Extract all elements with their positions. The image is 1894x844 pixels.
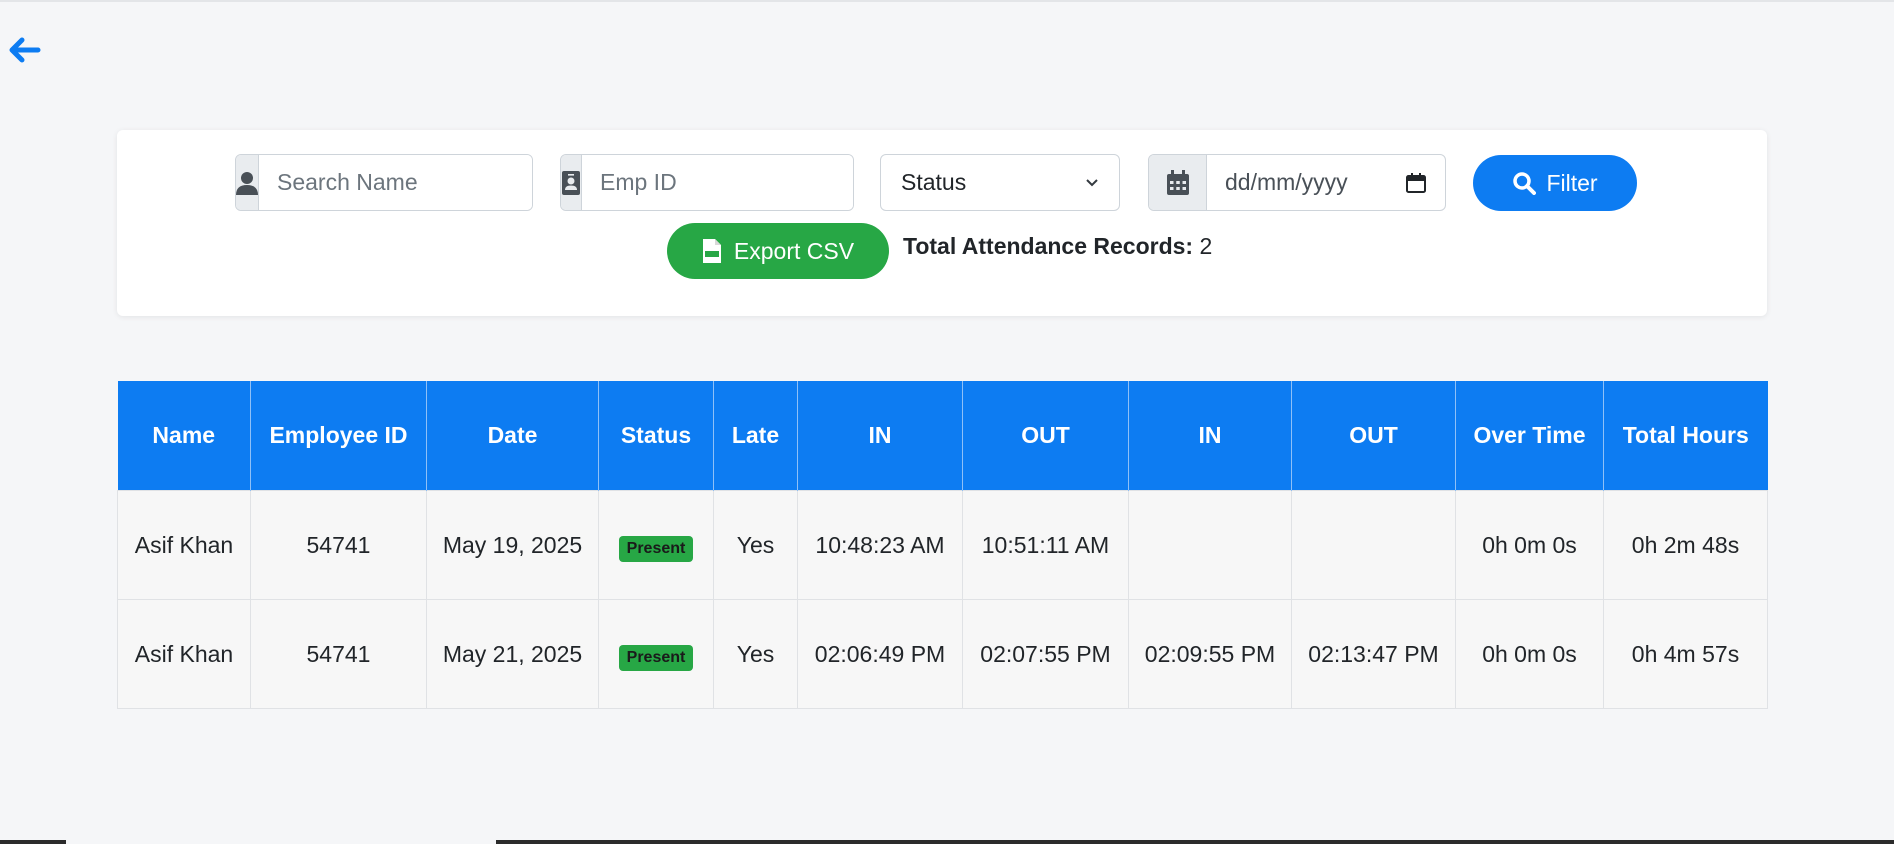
back-button[interactable]: [6, 33, 42, 67]
cell-out-1: 10:51:11 AM: [962, 489, 1129, 600]
total-records-label: Total Attendance Records:: [903, 233, 1194, 259]
status-select-value: Status: [901, 169, 967, 195]
user-icon: [236, 155, 259, 210]
cell-overtime: 0h 0m 0s: [1455, 598, 1604, 709]
cell-employee-id: 54741: [250, 489, 427, 600]
calendar-picker-icon[interactable]: [1405, 172, 1427, 194]
cell-in-1: 02:06:49 PM: [797, 598, 963, 709]
header-out-1[interactable]: OUT: [962, 381, 1129, 490]
bottom-taskbar-edge: [0, 840, 1894, 844]
cell-out-2: [1291, 489, 1456, 600]
cell-late: Yes: [713, 489, 798, 600]
header-out-2[interactable]: OUT: [1291, 381, 1456, 490]
status-badge: Present: [618, 535, 694, 562]
cell-overtime: 0h 0m 0s: [1455, 489, 1604, 600]
total-records: Total Attendance Records: 2: [903, 233, 1212, 260]
cell-date: May 21, 2025: [426, 598, 599, 709]
header-status[interactable]: Status: [598, 381, 714, 490]
header-overtime[interactable]: Over Time: [1455, 381, 1604, 490]
calendar-icon: [1149, 155, 1207, 210]
date-input-value: dd/mm/yyyy: [1225, 169, 1348, 195]
search-icon: [1513, 172, 1537, 195]
header-name[interactable]: Name: [117, 381, 251, 490]
search-name-input[interactable]: [259, 155, 532, 210]
cell-out-2: 02:13:47 PM: [1291, 598, 1456, 709]
emp-id-input[interactable]: [582, 155, 853, 210]
top-divider: [0, 0, 1894, 2]
table-row: Asif Khan 54741 May 21, 2025 Present Yes…: [117, 598, 1768, 709]
status-badge: Present: [618, 644, 694, 671]
cell-total-hours: 0h 4m 57s: [1603, 598, 1768, 709]
header-total-hours[interactable]: Total Hours: [1603, 381, 1768, 490]
cell-late: Yes: [713, 598, 798, 709]
cell-date: May 19, 2025: [426, 489, 599, 600]
cell-status: Present: [598, 598, 714, 709]
table-row: Asif Khan 54741 May 19, 2025 Present Yes…: [117, 489, 1768, 600]
csv-file-icon: [702, 239, 721, 263]
arrow-left-icon: [9, 37, 41, 63]
attendance-table: Name Employee ID Date Status Late IN OUT…: [117, 381, 1768, 709]
header-late[interactable]: Late: [713, 381, 798, 490]
total-records-value: 2: [1199, 233, 1213, 259]
cell-name: Asif Khan: [117, 489, 251, 600]
cell-name: Asif Khan: [117, 598, 251, 709]
filter-button[interactable]: Filter: [1473, 155, 1637, 211]
table-header-row: Name Employee ID Date Status Late IN OUT…: [117, 381, 1768, 490]
chevron-down-icon: [1086, 178, 1098, 186]
status-select[interactable]: Status: [880, 154, 1120, 211]
name-search-group: [235, 154, 533, 211]
cell-employee-id: 54741: [250, 598, 427, 709]
date-input[interactable]: dd/mm/yyyy: [1207, 155, 1445, 210]
cell-in-1: 10:48:23 AM: [797, 489, 963, 600]
date-picker-group: dd/mm/yyyy: [1148, 154, 1446, 211]
cell-in-2: 02:09:55 PM: [1128, 598, 1292, 709]
cell-total-hours: 0h 2m 48s: [1603, 489, 1768, 600]
filter-button-label: Filter: [1546, 169, 1598, 196]
export-csv-button[interactable]: Export CSV: [667, 223, 889, 279]
cell-status: Present: [598, 489, 714, 600]
empid-search-group: [560, 154, 854, 211]
header-employee-id[interactable]: Employee ID: [250, 381, 427, 490]
header-in-2[interactable]: IN: [1128, 381, 1292, 490]
header-date[interactable]: Date: [426, 381, 599, 490]
filter-card: Status dd/mm/yyyy: [117, 130, 1767, 316]
cell-in-2: [1128, 489, 1292, 600]
export-csv-label: Export CSV: [733, 237, 855, 264]
cell-out-1: 02:07:55 PM: [962, 598, 1129, 709]
id-badge-icon: [561, 155, 582, 210]
header-in-1[interactable]: IN: [797, 381, 963, 490]
